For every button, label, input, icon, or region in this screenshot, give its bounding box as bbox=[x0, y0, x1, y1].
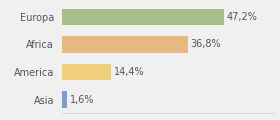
Text: 36,8%: 36,8% bbox=[191, 39, 221, 49]
Text: 47,2%: 47,2% bbox=[226, 12, 257, 22]
Text: 14,4%: 14,4% bbox=[114, 67, 144, 77]
Text: 1,6%: 1,6% bbox=[70, 95, 94, 105]
Bar bbox=[62, 9, 224, 25]
Bar bbox=[62, 64, 111, 80]
Bar bbox=[62, 91, 67, 108]
Bar bbox=[62, 36, 188, 53]
